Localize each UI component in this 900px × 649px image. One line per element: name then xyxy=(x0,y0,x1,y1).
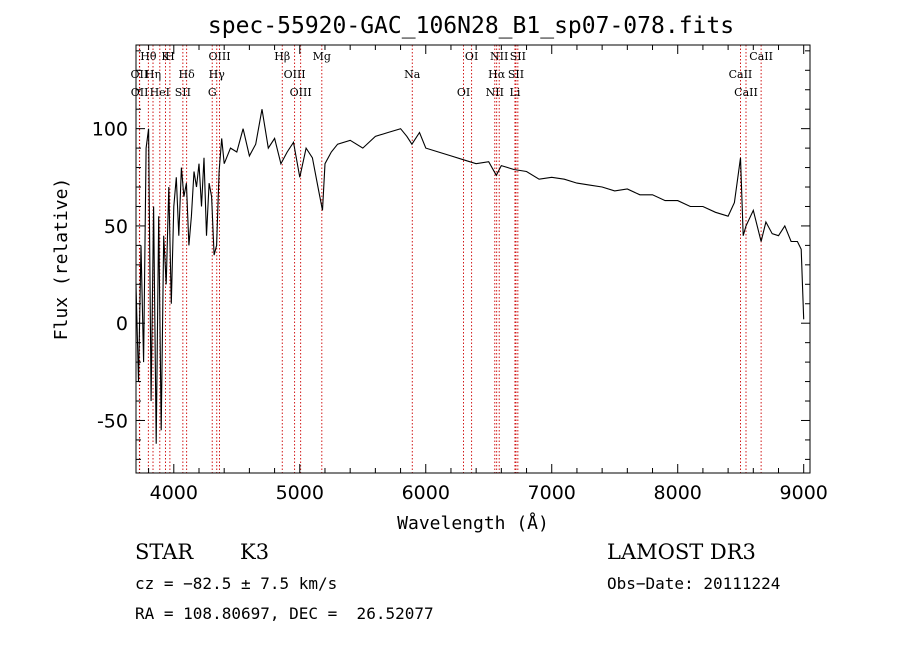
x-tick-label: 9000 xyxy=(780,482,828,504)
x-tick-label: 6000 xyxy=(402,482,450,504)
spectral-line-label: Na xyxy=(404,68,421,81)
spectral-line-label: Li xyxy=(510,86,521,99)
spectral-line-label: SII xyxy=(175,86,191,99)
y-tick-label: 100 xyxy=(92,119,128,141)
spectral-line-label: Hα xyxy=(488,68,506,81)
axis-ticks: 4000 5000 6000 7000 8000 9000 -50 0 50 100 xyxy=(92,45,828,504)
observation-date: Obs−Date: 20111224 xyxy=(607,574,781,593)
spectral-line-label: OII xyxy=(131,68,149,81)
spectral-line-label: OI xyxy=(457,86,470,99)
object-subclass: K3 xyxy=(240,540,270,564)
line-marker-layer xyxy=(138,45,762,473)
spectral-line-label: Hγ xyxy=(209,68,226,81)
spectral-line-label: Hθ xyxy=(140,50,157,63)
y-tick-label: 50 xyxy=(104,216,128,238)
survey-name: LAMOST DR3 xyxy=(607,540,756,564)
spectral-line-label: CaII xyxy=(734,86,758,99)
spectral-line-label: Hη xyxy=(145,68,161,81)
spectrum-line xyxy=(135,109,805,444)
line-label-layer: Hθ OII OII KHη HeI H Hδ SII OIII Hγ G Hβ OIII OIII Mg N… xyxy=(131,50,773,99)
spectral-line-label: Hβ xyxy=(274,50,290,63)
spectral-line-label: OIII xyxy=(290,86,312,99)
spectral-line-label: OIII xyxy=(284,68,306,81)
x-tick-label: 7000 xyxy=(528,482,576,504)
spectral-line-label: Mg xyxy=(313,50,331,63)
spectral-line-label: OIII xyxy=(208,50,230,63)
object-class: STAR xyxy=(135,540,194,564)
spectral-line-label: CaII xyxy=(729,68,753,81)
redshift-cz: cz = −82.5 ± 7.5 km/s xyxy=(135,574,338,593)
x-tick-label: 5000 xyxy=(276,482,324,504)
spectral-line-label: Hδ xyxy=(179,68,196,81)
y-tick-label: 0 xyxy=(116,313,128,335)
spectral-line-label: OII xyxy=(131,86,149,99)
x-tick-label: 8000 xyxy=(654,482,702,504)
spectral-line-label: SII xyxy=(510,50,526,63)
plot-frame xyxy=(135,44,811,474)
spectral-line-label: G xyxy=(208,86,217,99)
spectral-line-label: OI xyxy=(465,50,478,63)
spectral-line-label: HeI xyxy=(150,86,170,99)
y-tick-label: -50 xyxy=(97,410,128,432)
chart-title: spec-55920-GAC_106N28_B1_sp07-078.fits xyxy=(208,13,734,39)
spectral-line-label: SII xyxy=(508,68,524,81)
x-tick-label: 4000 xyxy=(150,482,198,504)
spectral-line-label: K xyxy=(161,50,170,63)
y-axis-label: Flux (relative) xyxy=(51,178,72,341)
spectral-line-label: NII xyxy=(486,86,504,99)
spectral-line-label: NII xyxy=(490,50,508,63)
sky-coordinates: RA = 108.80697, DEC = 26.52077 xyxy=(135,604,434,623)
spectral-line-label: CaII xyxy=(749,50,773,63)
spectral-line-label: H xyxy=(165,50,175,63)
x-axis-label: Wavelength (Å) xyxy=(397,512,549,534)
